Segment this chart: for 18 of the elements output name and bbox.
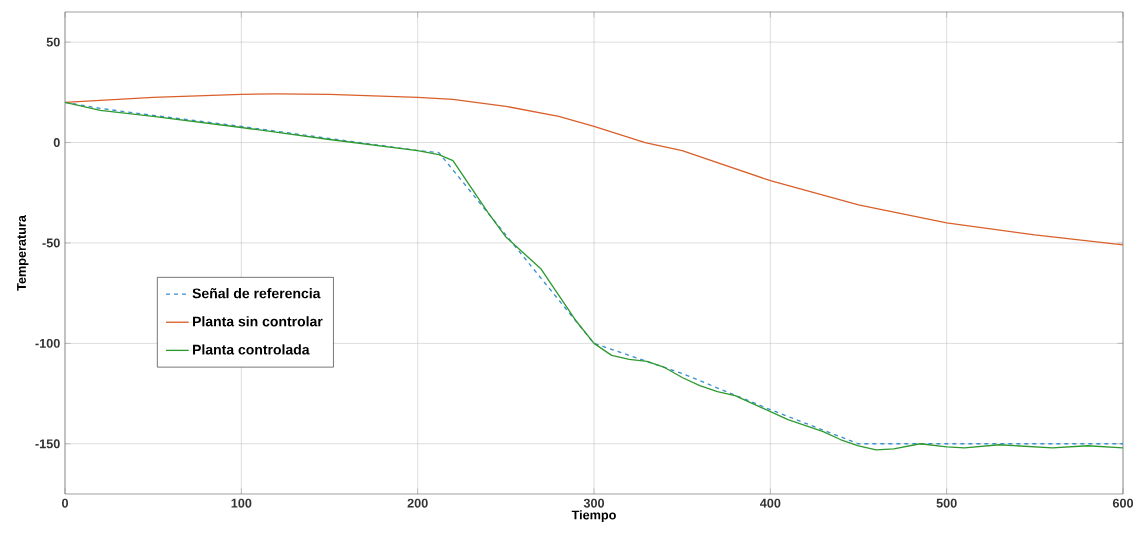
legend-label: Planta controlada [193, 344, 310, 355]
x-tick-label: 400 [759, 498, 781, 508]
x-tick-label: 500 [936, 498, 957, 508]
y-tick-label: -100 [35, 338, 60, 348]
line-series [65, 93, 1123, 246]
x-tick-label: 600 [1112, 498, 1134, 508]
legend-label: Planta sin controlar [193, 316, 323, 327]
y-tick-label: 50 [46, 37, 60, 47]
legend-label: Señal de referencia [192, 288, 321, 299]
x-tick-label: 0 [61, 498, 69, 508]
y-axis-title: Temperatura [17, 215, 29, 291]
y-tick-label: 0 [53, 138, 60, 148]
x-tick-label: 100 [231, 498, 252, 508]
x-tick-label: 300 [583, 498, 605, 508]
x-tick-label: 200 [407, 498, 428, 508]
y-tick-label: -50 [42, 238, 60, 248]
x-axis-title: Tiempo [571, 510, 616, 522]
y-tick-label: -150 [35, 439, 60, 449]
